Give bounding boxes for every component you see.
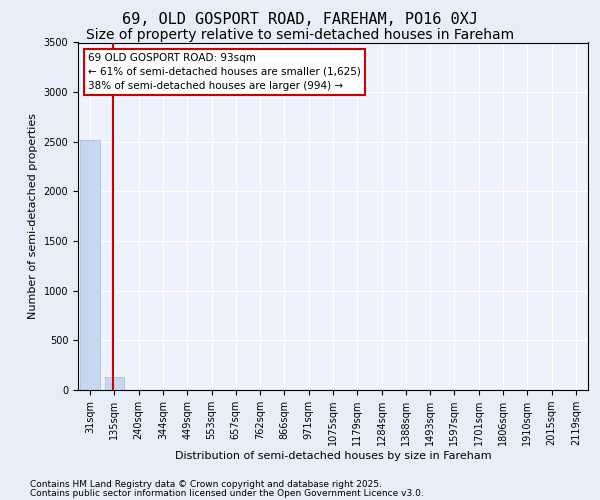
Text: Contains public sector information licensed under the Open Government Licence v3: Contains public sector information licen… — [30, 488, 424, 498]
Text: Contains HM Land Registry data © Crown copyright and database right 2025.: Contains HM Land Registry data © Crown c… — [30, 480, 382, 489]
Bar — [80, 140, 100, 390]
Text: 69 OLD GOSPORT ROAD: 93sqm
← 61% of semi-detached houses are smaller (1,625)
38%: 69 OLD GOSPORT ROAD: 93sqm ← 61% of semi… — [88, 53, 361, 91]
X-axis label: Distribution of semi-detached houses by size in Fareham: Distribution of semi-detached houses by … — [175, 451, 491, 461]
Y-axis label: Number of semi-detached properties: Number of semi-detached properties — [28, 114, 38, 320]
Text: 69, OLD GOSPORT ROAD, FAREHAM, PO16 0XJ: 69, OLD GOSPORT ROAD, FAREHAM, PO16 0XJ — [122, 12, 478, 28]
Bar — [105, 377, 124, 390]
Text: Size of property relative to semi-detached houses in Fareham: Size of property relative to semi-detach… — [86, 28, 514, 42]
